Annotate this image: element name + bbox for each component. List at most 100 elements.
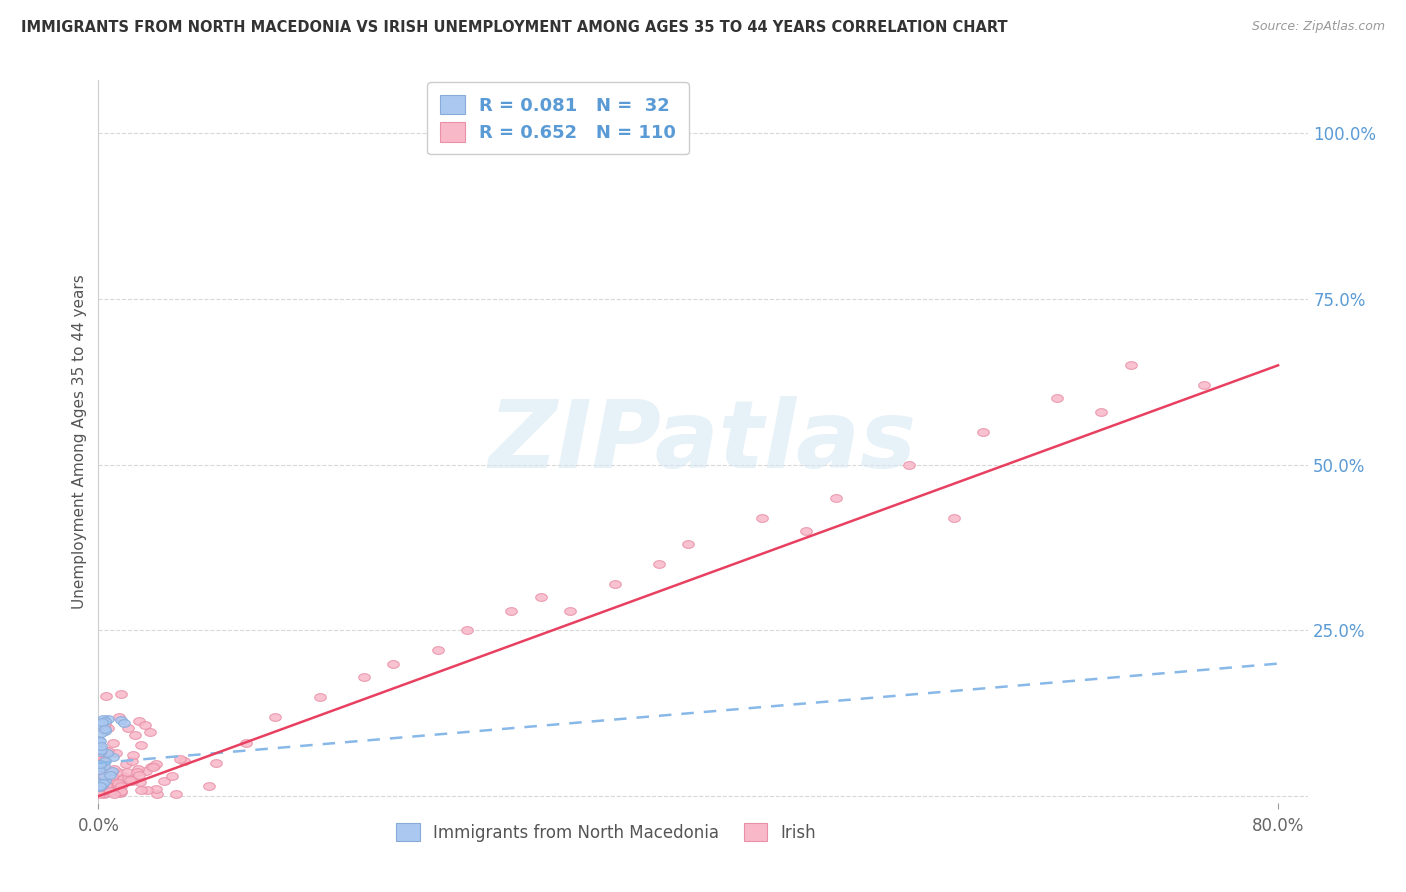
Point xyxy=(353,670,375,684)
Point xyxy=(87,780,110,794)
Point xyxy=(103,762,125,776)
Point xyxy=(824,491,846,505)
Point xyxy=(1046,392,1069,406)
Point xyxy=(89,775,111,789)
Point xyxy=(648,557,671,571)
Point xyxy=(96,744,118,758)
Point xyxy=(94,773,117,788)
Point xyxy=(142,760,165,774)
Point xyxy=(89,745,111,759)
Point xyxy=(110,786,132,800)
Point xyxy=(145,781,167,796)
Point xyxy=(105,783,128,797)
Point xyxy=(972,425,994,439)
Point xyxy=(794,524,817,538)
Point xyxy=(91,712,114,726)
Point xyxy=(90,760,112,774)
Point xyxy=(121,754,143,768)
Point xyxy=(751,510,773,524)
Point xyxy=(530,591,553,605)
Point xyxy=(129,739,152,753)
Point xyxy=(153,774,176,789)
Point xyxy=(90,780,112,795)
Point xyxy=(382,657,405,671)
Point xyxy=(89,769,111,783)
Point xyxy=(96,780,118,794)
Point xyxy=(87,732,110,747)
Point xyxy=(145,787,167,801)
Point xyxy=(89,779,111,793)
Point xyxy=(87,787,110,801)
Point xyxy=(91,768,114,782)
Point xyxy=(89,785,111,799)
Point xyxy=(198,779,221,793)
Point xyxy=(235,736,257,750)
Point xyxy=(165,787,187,801)
Point xyxy=(97,780,120,795)
Point xyxy=(456,624,478,638)
Point xyxy=(96,747,118,761)
Point xyxy=(205,756,228,770)
Point xyxy=(501,603,523,617)
Point xyxy=(94,754,117,768)
Point xyxy=(118,773,141,788)
Point xyxy=(115,772,138,787)
Point xyxy=(89,769,111,783)
Point xyxy=(103,785,125,799)
Point xyxy=(101,736,124,750)
Point xyxy=(91,773,114,788)
Point xyxy=(117,771,139,785)
Point xyxy=(135,783,157,797)
Point xyxy=(110,714,132,728)
Point xyxy=(90,715,112,730)
Point xyxy=(104,746,127,760)
Point xyxy=(91,750,114,764)
Point xyxy=(114,770,136,784)
Point xyxy=(678,537,700,551)
Point xyxy=(122,748,145,763)
Point xyxy=(94,689,117,703)
Point xyxy=(115,757,138,772)
Point xyxy=(121,772,143,787)
Point xyxy=(128,714,150,729)
Point xyxy=(91,776,114,790)
Point xyxy=(93,753,115,767)
Point xyxy=(89,741,111,756)
Point xyxy=(139,725,162,739)
Point xyxy=(97,712,120,726)
Point xyxy=(94,723,117,738)
Point xyxy=(117,721,139,735)
Point xyxy=(98,784,121,798)
Point xyxy=(124,728,146,742)
Point xyxy=(90,778,112,792)
Text: ZIPatlas: ZIPatlas xyxy=(489,395,917,488)
Point xyxy=(94,716,117,731)
Point xyxy=(94,778,117,792)
Point xyxy=(110,779,132,793)
Point xyxy=(145,756,167,771)
Point xyxy=(898,458,921,472)
Point xyxy=(98,773,121,788)
Point xyxy=(100,764,122,778)
Point xyxy=(169,752,191,766)
Point xyxy=(560,603,582,617)
Point xyxy=(89,779,111,793)
Point xyxy=(115,765,138,780)
Point xyxy=(134,718,156,732)
Point xyxy=(89,717,111,731)
Point xyxy=(93,787,115,801)
Point xyxy=(1194,378,1216,392)
Y-axis label: Unemployment Among Ages 35 to 44 years: Unemployment Among Ages 35 to 44 years xyxy=(72,274,87,609)
Point xyxy=(107,776,129,790)
Point xyxy=(127,762,149,776)
Point xyxy=(143,758,166,772)
Point xyxy=(160,769,183,783)
Point xyxy=(110,783,132,797)
Point xyxy=(89,784,111,798)
Point xyxy=(308,690,330,704)
Point xyxy=(108,710,131,724)
Text: IMMIGRANTS FROM NORTH MACEDONIA VS IRISH UNEMPLOYMENT AMONG AGES 35 TO 44 YEARS : IMMIGRANTS FROM NORTH MACEDONIA VS IRISH… xyxy=(21,20,1008,35)
Point xyxy=(100,769,122,783)
Point xyxy=(90,742,112,756)
Point xyxy=(103,750,125,764)
